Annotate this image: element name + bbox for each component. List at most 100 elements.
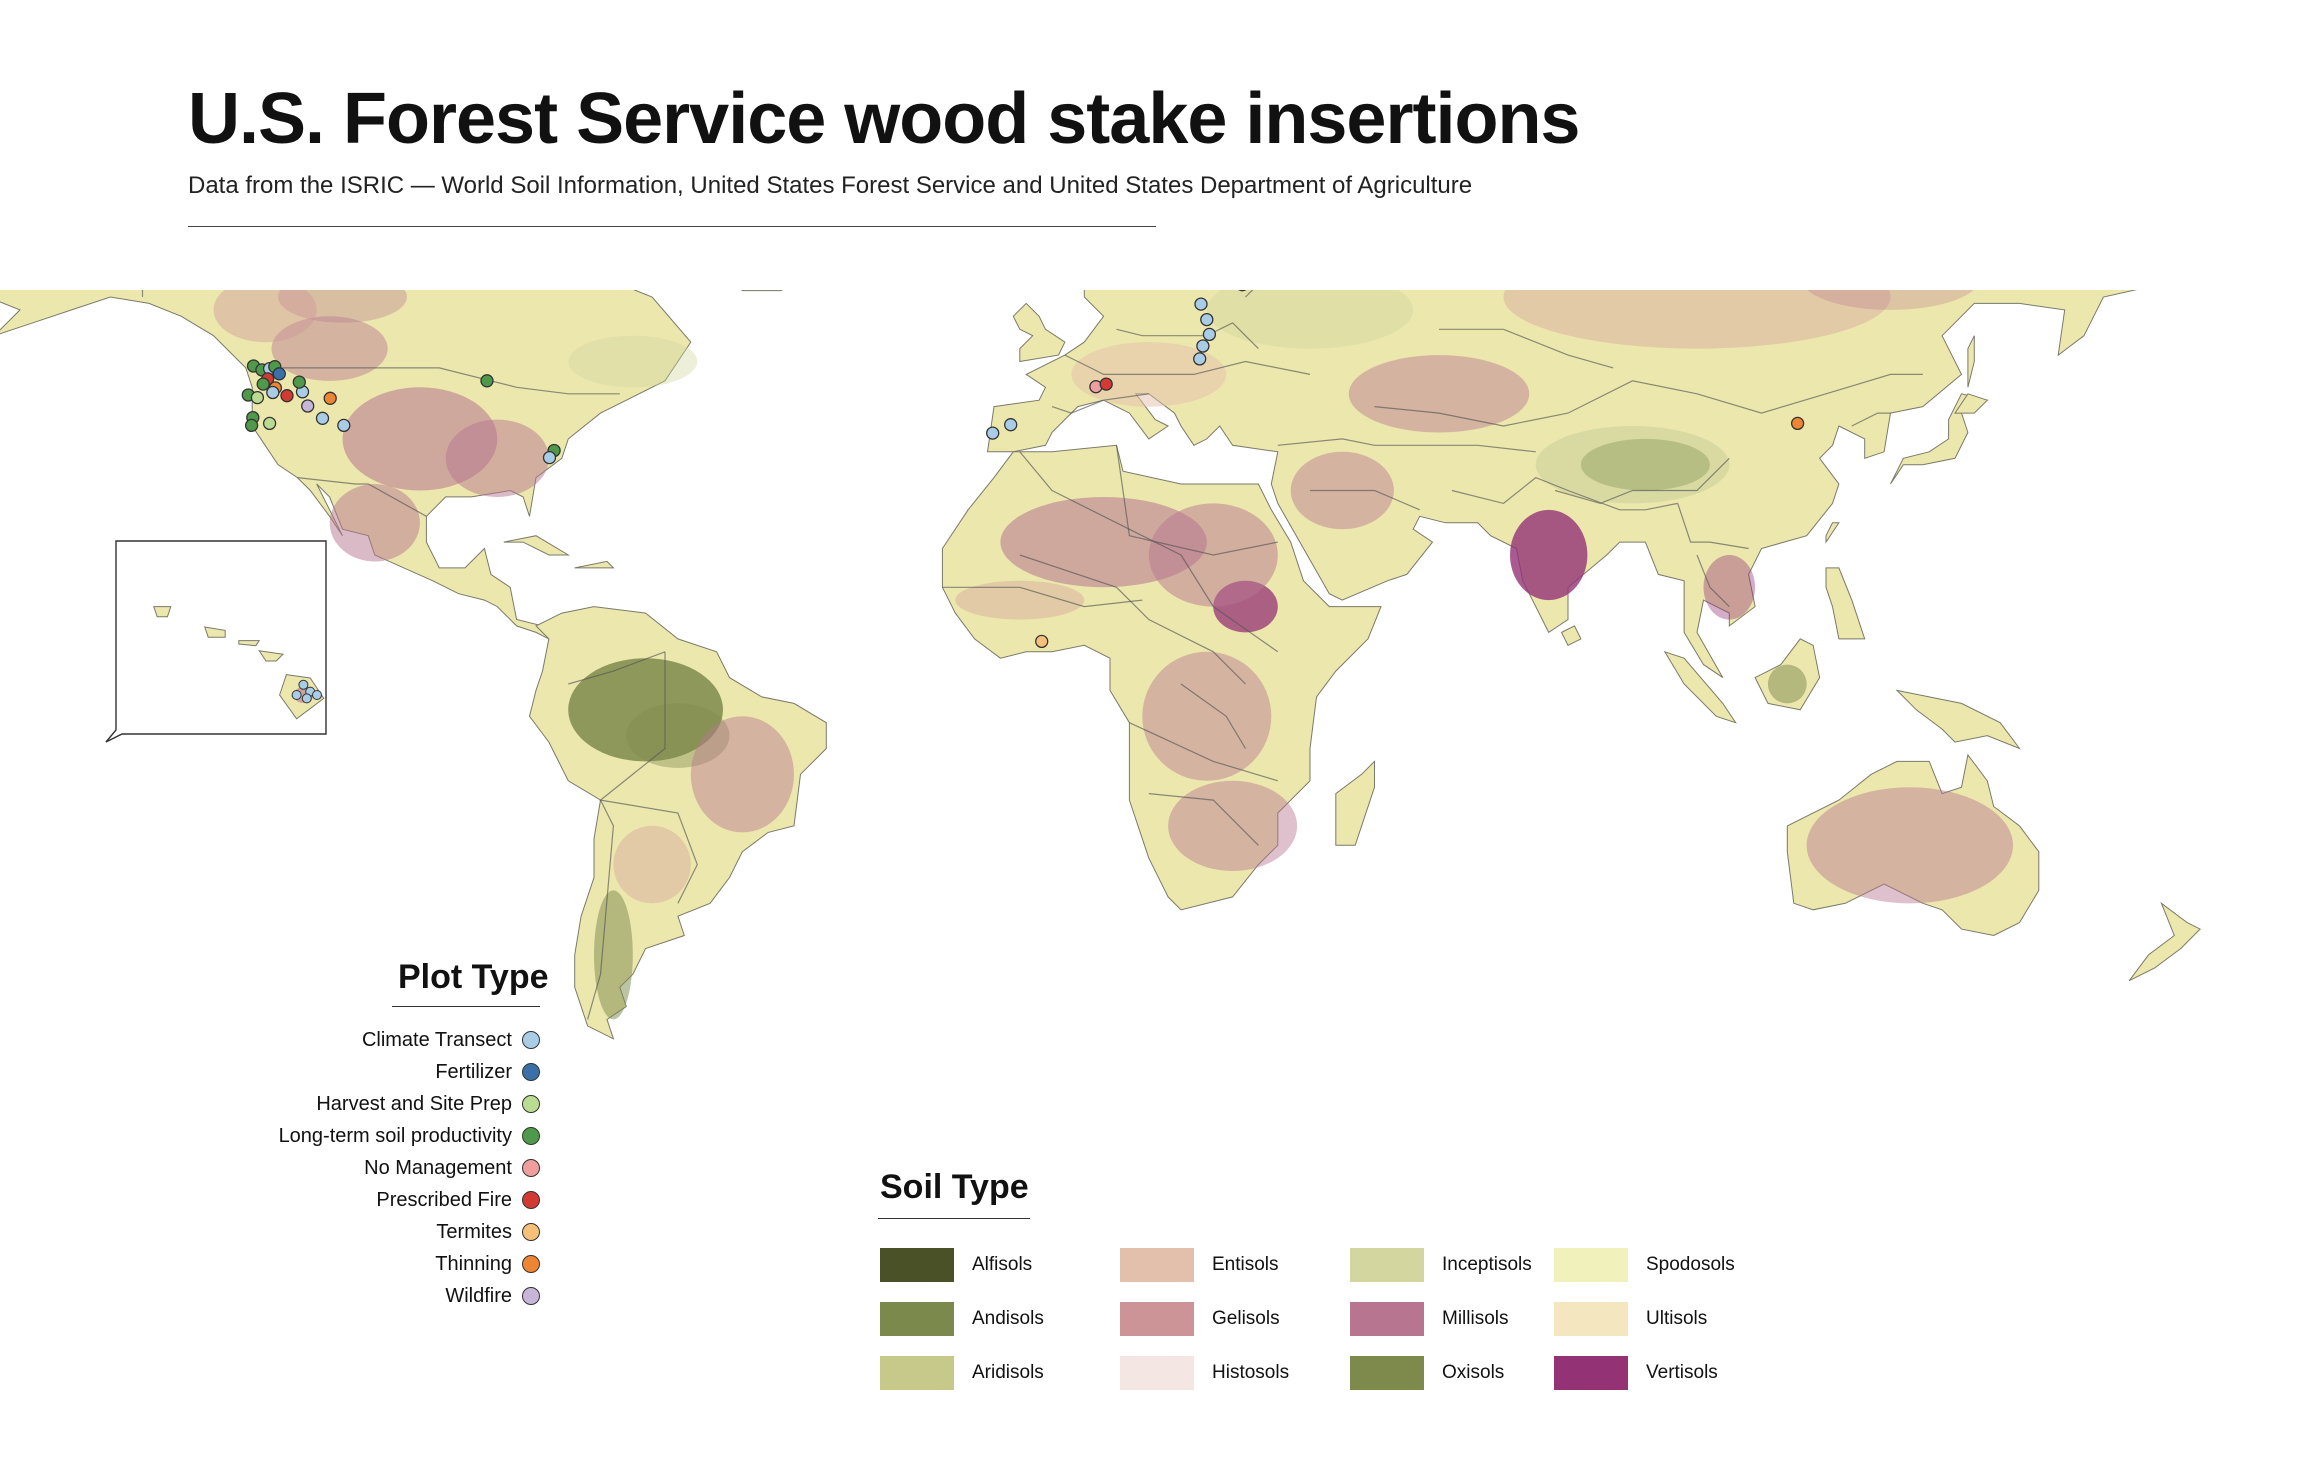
soil-region bbox=[1348, 355, 1530, 433]
soil-region bbox=[1535, 426, 1730, 504]
soil-region bbox=[278, 290, 407, 323]
soil-region bbox=[1206, 290, 1414, 349]
plot-legend-swatch bbox=[522, 1031, 540, 1049]
soil-legend-swatch bbox=[1554, 1302, 1628, 1336]
soil-legend-item: Spodosols bbox=[1554, 1248, 1735, 1282]
site-marker[interactable] bbox=[298, 679, 309, 690]
soil-region bbox=[213, 290, 317, 343]
landmass-new-guinea bbox=[1895, 689, 2021, 750]
soil-region bbox=[1580, 438, 1710, 491]
site-marker[interactable] bbox=[262, 416, 277, 431]
plot-legend-item: Climate Transect bbox=[200, 1024, 540, 1056]
hawaii-island-molokai bbox=[238, 640, 261, 647]
site-marker[interactable] bbox=[250, 390, 265, 405]
plot-legend-swatch bbox=[522, 1159, 540, 1177]
country-border bbox=[1019, 554, 1246, 685]
site-marker[interactable] bbox=[1200, 312, 1214, 327]
soil-legend-item: Aridisols bbox=[880, 1356, 1044, 1390]
landmass-new-zealand bbox=[2128, 901, 2201, 982]
soil-legend-swatch bbox=[1120, 1302, 1194, 1336]
plot-type-legend-title: Plot Type bbox=[398, 958, 549, 996]
soil-legend-label: Vertisols bbox=[1646, 1362, 1718, 1383]
site-marker[interactable] bbox=[292, 375, 306, 389]
soil-legend-swatch bbox=[1120, 1248, 1194, 1282]
landmass-taiwan bbox=[1825, 522, 1840, 544]
country-border bbox=[1451, 476, 1678, 511]
soil-legend-item: Millisols bbox=[1350, 1302, 1509, 1336]
soil-region bbox=[1168, 780, 1298, 871]
plot-legend-swatch bbox=[522, 1063, 540, 1081]
landmass-greenland bbox=[741, 290, 783, 292]
plot-legend-item: Wildfire bbox=[200, 1280, 540, 1312]
hawaii-inset[interactable] bbox=[105, 540, 327, 743]
plot-legend-label: Fertilizer bbox=[435, 1060, 512, 1083]
site-marker[interactable] bbox=[301, 399, 315, 413]
site-marker[interactable] bbox=[1196, 339, 1210, 353]
soil-region bbox=[594, 890, 633, 1020]
site-marker[interactable] bbox=[542, 450, 557, 465]
soil-legend-label: Gelisols bbox=[1212, 1308, 1280, 1329]
world-map[interactable] bbox=[0, 290, 2320, 1390]
plot-legend-label: Climate Transect bbox=[361, 1028, 512, 1051]
plot-legend-swatch bbox=[522, 1255, 540, 1273]
site-marker[interactable] bbox=[244, 418, 259, 433]
soil-region bbox=[1142, 651, 1272, 781]
soil-region bbox=[329, 484, 420, 562]
site-markers[interactable] bbox=[241, 290, 1805, 704]
country-border bbox=[1554, 457, 1730, 505]
country-border bbox=[1677, 503, 1749, 550]
soil-legend-swatch bbox=[880, 1356, 954, 1390]
site-marker[interactable] bbox=[337, 418, 351, 433]
soil-legend-label: Ultisols bbox=[1646, 1308, 1708, 1329]
soil-region bbox=[271, 316, 388, 381]
landmass-cuba bbox=[503, 535, 571, 556]
country-border bbox=[1129, 722, 1278, 782]
soil-legend-item: Ultisols bbox=[1554, 1302, 1707, 1336]
country-border bbox=[1148, 793, 1259, 846]
soil-region bbox=[1806, 787, 2014, 904]
site-marker[interactable] bbox=[280, 389, 294, 403]
site-marker[interactable] bbox=[312, 690, 322, 700]
site-marker[interactable] bbox=[480, 374, 494, 388]
landmass-sakhalin bbox=[1967, 335, 1975, 388]
site-marker[interactable] bbox=[323, 391, 337, 405]
site-marker[interactable] bbox=[291, 690, 302, 700]
plot-legend-item: No Management bbox=[200, 1152, 540, 1184]
soil-region bbox=[1807, 290, 1974, 310]
site-marker[interactable] bbox=[256, 377, 270, 391]
country-border bbox=[1310, 489, 1420, 511]
soil-legend-label: Alfisols bbox=[972, 1254, 1033, 1275]
site-marker[interactable] bbox=[1035, 634, 1049, 649]
site-marker[interactable] bbox=[266, 385, 280, 400]
site-marker[interactable] bbox=[986, 426, 1000, 440]
plot-legend-label: Prescribed Fire bbox=[376, 1188, 512, 1211]
plot-legend-label: Thinning bbox=[435, 1252, 512, 1275]
site-marker[interactable] bbox=[301, 693, 312, 704]
site-marker[interactable] bbox=[315, 411, 330, 425]
hawaii-island-maui bbox=[258, 650, 285, 662]
site-marker[interactable] bbox=[1790, 416, 1805, 431]
site-marker[interactable] bbox=[1193, 352, 1207, 366]
soil-region bbox=[568, 335, 698, 388]
site-marker[interactable] bbox=[1194, 297, 1208, 311]
plot-legend-swatch bbox=[522, 1287, 540, 1305]
soil-variation-layer bbox=[213, 290, 2014, 1020]
country-border bbox=[297, 477, 427, 517]
site-marker[interactable] bbox=[1202, 327, 1217, 342]
landmass-madagascar bbox=[1335, 760, 1375, 846]
soil-region bbox=[1510, 509, 1588, 601]
hawaii-island-kauai bbox=[153, 606, 172, 618]
hawaii-island-oahu bbox=[204, 626, 226, 638]
plot-legend-item: Termites bbox=[200, 1216, 540, 1248]
site-marker[interactable] bbox=[1236, 290, 1248, 292]
soil-legend-swatch bbox=[880, 1302, 954, 1336]
country-border bbox=[1439, 328, 1614, 369]
site-marker[interactable] bbox=[272, 367, 286, 381]
plot-legend-item: Long-term soil productivity bbox=[200, 1120, 540, 1152]
landmass-uk bbox=[1012, 302, 1066, 363]
site-marker[interactable] bbox=[1004, 418, 1018, 432]
soil-region bbox=[445, 419, 549, 497]
site-marker[interactable] bbox=[1099, 377, 1113, 391]
soil-legend-swatch bbox=[1120, 1356, 1194, 1390]
soil-legend-label: Andisols bbox=[972, 1308, 1044, 1329]
